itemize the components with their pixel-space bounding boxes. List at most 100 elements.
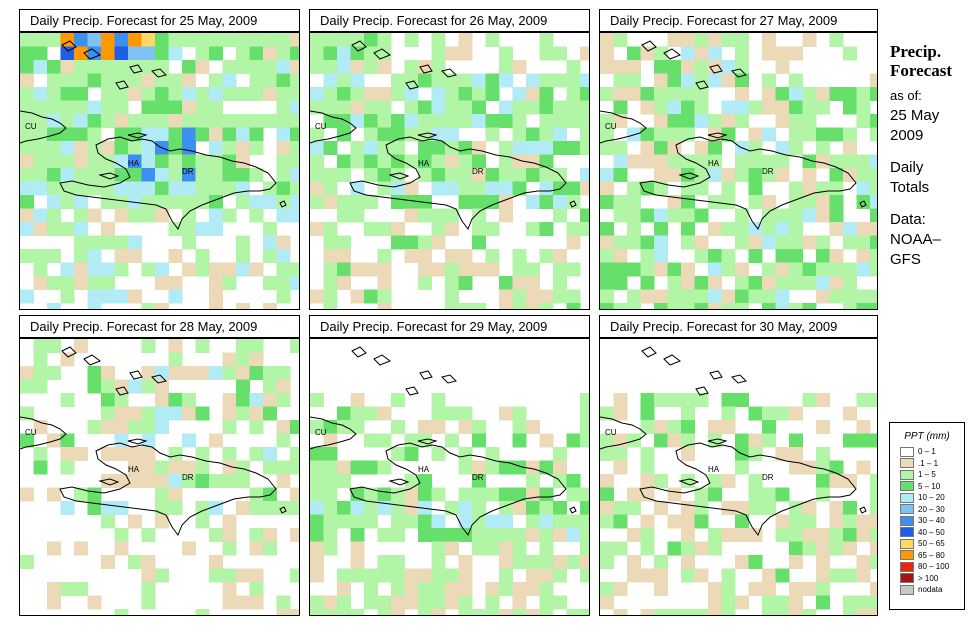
precip-cell [667,73,682,88]
precip-cell [431,141,446,155]
precip-cell [856,555,871,569]
precip-cell [155,420,169,434]
precip-cell [404,595,419,610]
precip-cell [694,87,709,101]
legend-item: 0 – 1 [890,446,964,458]
precip-cell [472,181,486,196]
precip-cell [141,46,156,61]
precip-cell [114,528,129,542]
precip-cell [600,33,614,47]
precip-cell [87,595,102,610]
precip-cell [681,555,695,569]
precip-cell [748,555,763,569]
precip-cell [458,555,473,569]
precip-cell [870,222,877,236]
precip-cell [640,568,655,583]
precip-cell [222,514,237,529]
precip-cell [600,289,614,304]
precip-cell [667,195,682,209]
precip-cell [802,528,817,542]
precip-cell [114,168,129,182]
precip-cell [553,514,567,529]
precip-cell [20,289,34,304]
precip-cell [789,127,803,142]
precip-cell [627,87,641,101]
precip-cell [276,87,291,101]
precip-cell [290,609,299,615]
precip-cell [141,379,156,394]
precip-cell [114,262,129,277]
precip-cell [20,433,34,448]
precip-cell [236,379,250,394]
precip-cell [350,609,365,615]
precip-cell [681,46,695,61]
precip-cell [33,33,48,47]
label-dominican-republic: DR [472,473,484,482]
precip-cell [856,514,871,529]
precip-cell [276,433,291,448]
precip-cell [613,460,628,475]
precip-cell [721,262,736,277]
precip-cell [721,73,736,88]
precip-cell [60,393,75,407]
precip-cell [667,208,682,223]
precip-cell [539,528,554,542]
precip-cell [539,73,554,88]
precip-cell [182,114,196,128]
precip-cell [613,141,628,155]
precip-cell [337,235,351,250]
precip-cell [553,100,567,115]
precip-cell [843,46,857,61]
precip-cell [364,127,378,142]
precip-cell [526,276,540,290]
precip-cell [310,460,324,475]
precip-cell [141,555,156,569]
precip-cell [553,73,567,88]
precip-cell [236,393,250,407]
precip-cell [47,541,61,556]
coastline-path [695,80,709,90]
precip-cell [128,289,142,304]
precip-cell [168,127,183,142]
precip-cell [856,181,871,196]
precip-cell [748,276,763,290]
precip-cell [829,154,844,169]
legend-label: 20 – 30 [918,504,945,514]
precip-cell [708,46,722,61]
precip-cell [445,303,459,309]
precip-cell [600,114,614,128]
precip-cell [553,141,567,155]
precip-cell [654,555,668,569]
precip-cell [640,154,655,169]
precip-cell [33,181,48,196]
coastline-path [417,438,438,445]
precip-cell [667,289,682,304]
precip-cell [526,528,540,542]
precip-cell [128,87,142,101]
precip-cell [721,168,736,182]
precip-cell [775,609,790,615]
precip-cell [512,60,527,74]
precip-cell [60,460,75,475]
precip-cell [458,460,473,475]
precip-cell [499,208,513,223]
precip-cell [168,168,183,182]
precip-cell [553,555,567,569]
precip-cell [472,208,486,223]
precip-cell [694,46,709,61]
precip-cell [20,60,34,74]
precip-cell [640,208,655,223]
precip-cell [337,208,351,223]
precip-cell [209,33,223,47]
precip-cell [350,195,365,209]
precip-cell [580,420,589,434]
precip-cell [870,208,877,223]
precip-cell [667,154,682,169]
legend-title: PPT (mm) [904,431,950,442]
precip-cell [323,276,338,290]
precip-cell [640,528,655,542]
precip-cell [856,235,871,250]
precip-cell [870,249,877,263]
precip-cell [418,208,432,223]
precip-cell [290,114,299,128]
